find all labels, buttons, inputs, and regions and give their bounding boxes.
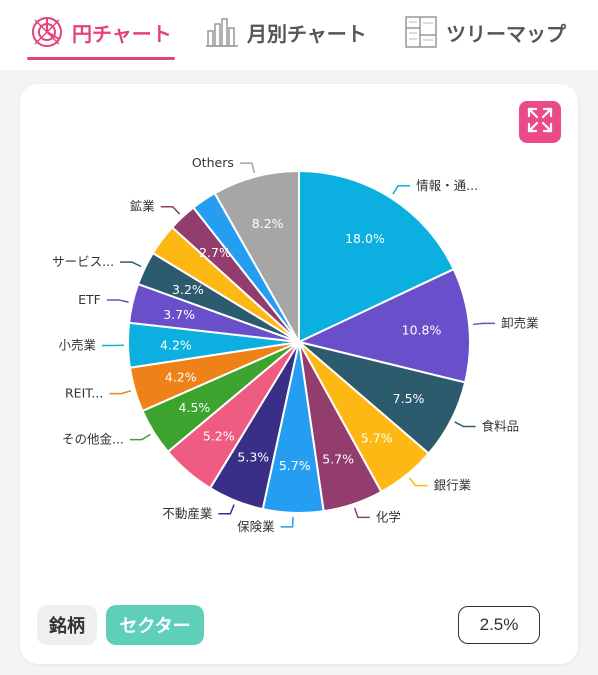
leader-line <box>392 185 411 195</box>
slice-category-label: 化学 <box>376 509 401 524</box>
slice-category-label: 鉱業 <box>130 199 156 214</box>
active-tab-underline <box>27 57 175 60</box>
tab-label: 月別チャート <box>247 21 367 46</box>
tab-label: 円チャート <box>72 21 172 46</box>
threshold-selector[interactable]: 2.5% <box>458 606 540 644</box>
slice-category-label: Others <box>192 155 234 170</box>
slice-percent-label: 5.2% <box>203 428 235 443</box>
treemap-icon <box>404 15 438 49</box>
tab-label: ツリーマップ <box>446 21 566 46</box>
expand-arrows-icon <box>526 106 554 138</box>
leader-line <box>473 322 496 326</box>
leader-line <box>353 507 370 519</box>
slice-percent-label: 5.3% <box>237 449 269 464</box>
pie-slice[interactable] <box>213 169 300 346</box>
pie-slice[interactable] <box>298 169 456 344</box>
leader-line <box>280 516 294 528</box>
bar-chart-icon <box>205 15 239 49</box>
leader-line <box>218 504 235 515</box>
slice-category-label: 小売業 <box>59 337 97 352</box>
slice-category-label: サービス... <box>52 254 114 269</box>
leader-line <box>408 477 428 487</box>
leader-line <box>129 433 151 441</box>
leader-line <box>106 299 129 303</box>
tab-pie-chart[interactable]: 円チャート <box>30 12 172 52</box>
leader-line <box>120 261 142 268</box>
slice-category-label: 卸売業 <box>501 315 539 330</box>
slice-category-label: REIT... <box>65 386 103 401</box>
slice-percent-label: 5.7% <box>361 431 393 446</box>
pie-target-icon <box>30 15 64 49</box>
slice-category-label: 情報・通... <box>416 178 478 193</box>
slice-percent-label: 5.7% <box>279 458 311 473</box>
slice-percent-label: 5.7% <box>322 452 354 467</box>
leader-line <box>454 421 476 428</box>
expand-button[interactable] <box>519 101 561 143</box>
slice-percent-label: 7.5% <box>393 391 425 406</box>
slice-percent-label: 4.2% <box>160 337 192 352</box>
tab-treemap[interactable]: ツリーマップ <box>404 12 566 52</box>
slice-percent-label: 2.7% <box>199 245 231 260</box>
leader-line <box>109 390 132 395</box>
leader-line <box>239 162 256 173</box>
slice-category-label: 食料品 <box>482 419 520 434</box>
slice-percent-label: 4.2% <box>165 369 197 384</box>
slice-category-label: 銀行業 <box>434 478 472 493</box>
slice-percent-label: 8.2% <box>252 216 284 231</box>
slice-percent-label: 3.7% <box>163 307 195 322</box>
slice-category-label: 不動産業 <box>162 506 213 521</box>
pie-slice[interactable] <box>296 267 471 384</box>
leader-line <box>160 205 181 215</box>
slice-category-label: 保険業 <box>237 519 275 534</box>
slice-percent-label: 4.5% <box>179 400 211 415</box>
slice-percent-label: 10.8% <box>402 323 442 338</box>
tab-bar: 円チャート 月別チャート <box>0 0 598 70</box>
slice-category-label: その他金... <box>62 432 124 447</box>
slice-percent-label: 3.2% <box>172 282 204 297</box>
brand-toggle-button[interactable]: 銘柄 <box>37 605 97 645</box>
tab-monthly-chart[interactable]: 月別チャート <box>205 12 367 52</box>
slice-percent-label: 18.0% <box>345 231 385 246</box>
sector-toggle-button[interactable]: セクター <box>106 605 204 645</box>
slice-category-label: ETF <box>78 292 101 307</box>
